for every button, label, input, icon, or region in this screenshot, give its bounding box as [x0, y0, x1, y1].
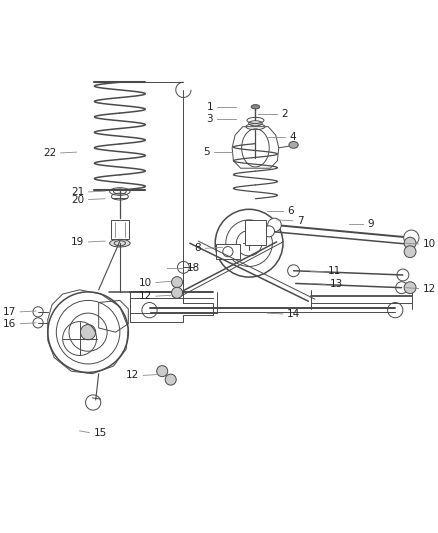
Text: 2: 2: [281, 109, 287, 119]
Text: 7: 7: [297, 216, 304, 226]
Text: 1: 1: [206, 102, 213, 112]
Text: 15: 15: [94, 427, 107, 438]
Circle shape: [404, 282, 416, 294]
Circle shape: [157, 366, 168, 377]
Circle shape: [404, 230, 419, 245]
Text: 10: 10: [138, 278, 152, 288]
Circle shape: [165, 374, 176, 385]
Bar: [245, 220, 266, 245]
Bar: [110, 220, 129, 239]
Text: 5: 5: [203, 147, 210, 157]
Text: 11: 11: [328, 266, 342, 276]
Text: 12: 12: [423, 284, 436, 294]
Bar: [216, 244, 240, 259]
Text: 8: 8: [194, 243, 201, 253]
Text: 3: 3: [206, 114, 213, 124]
Text: 12: 12: [138, 291, 152, 301]
Text: 9: 9: [368, 219, 374, 229]
Text: 18: 18: [187, 263, 200, 273]
Circle shape: [268, 218, 281, 232]
Circle shape: [404, 237, 416, 249]
Circle shape: [172, 287, 183, 298]
Text: 19: 19: [71, 237, 84, 247]
Text: 21: 21: [71, 187, 84, 197]
Circle shape: [404, 246, 416, 257]
Ellipse shape: [289, 142, 298, 148]
Ellipse shape: [110, 239, 130, 247]
Text: 12: 12: [126, 370, 139, 381]
Text: 4: 4: [290, 132, 296, 142]
Text: 20: 20: [71, 195, 84, 205]
Text: 13: 13: [329, 279, 343, 289]
Text: 10: 10: [423, 239, 436, 249]
Text: 22: 22: [43, 148, 57, 158]
Circle shape: [264, 226, 275, 237]
Circle shape: [81, 325, 96, 340]
Ellipse shape: [251, 104, 260, 109]
Text: 17: 17: [3, 307, 16, 317]
Text: 14: 14: [287, 309, 300, 319]
Text: 6: 6: [287, 206, 294, 216]
Text: 16: 16: [3, 319, 16, 329]
Circle shape: [172, 277, 183, 288]
